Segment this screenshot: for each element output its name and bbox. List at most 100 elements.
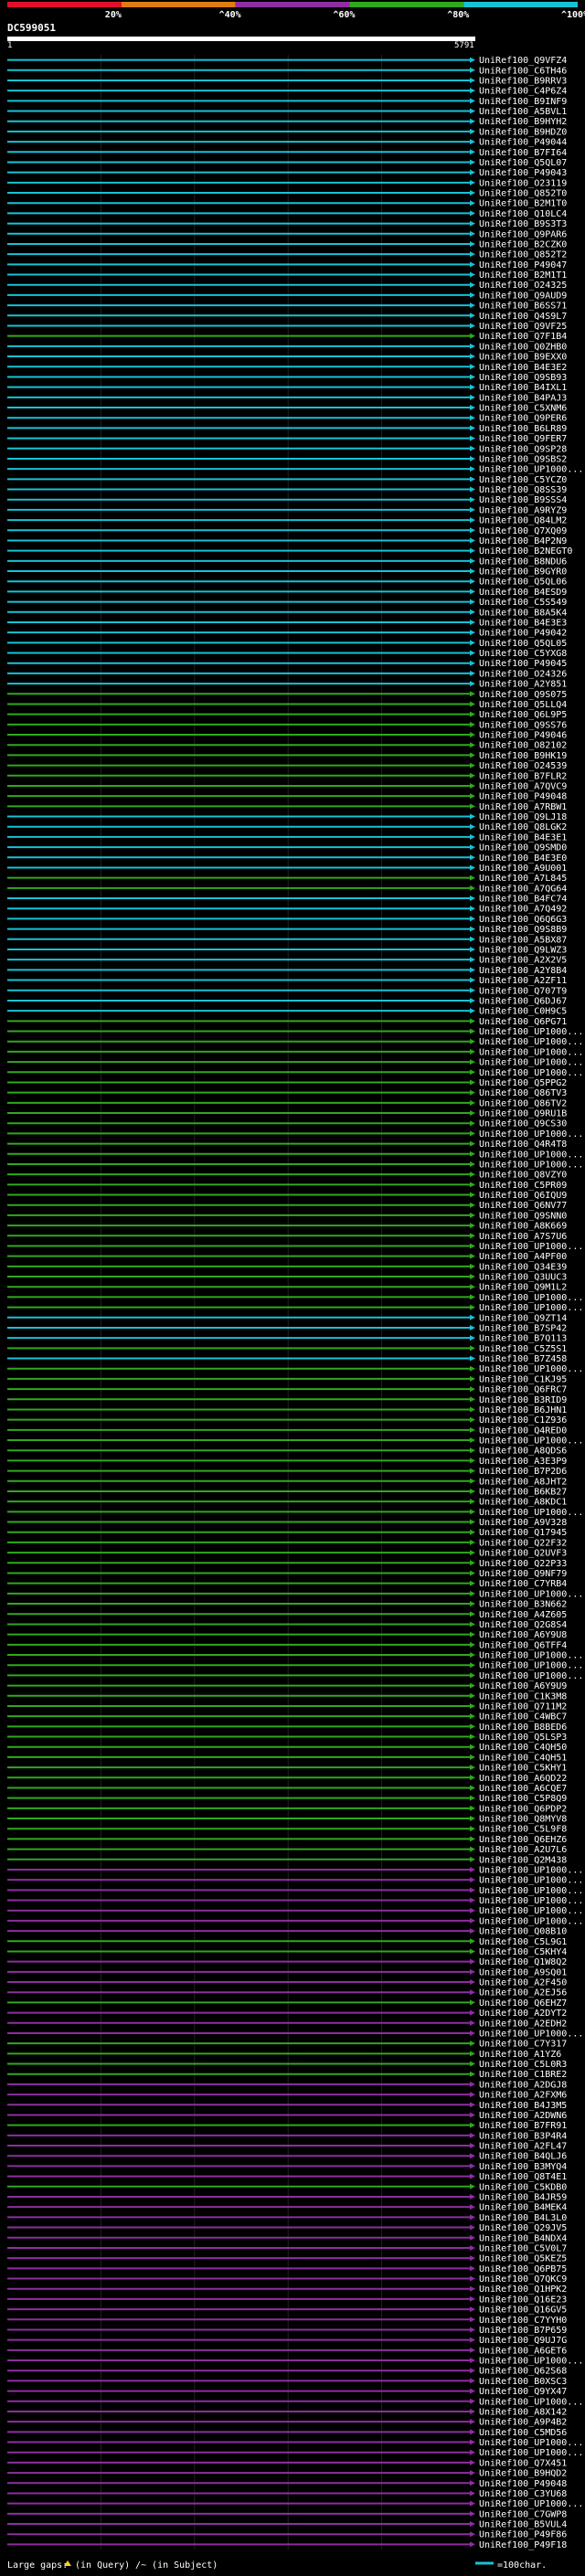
hit-row[interactable]: UniRef100_B8NDU6	[7, 557, 567, 567]
hit-row[interactable]: UniRef100_Q9PER6	[7, 414, 567, 424]
hit-row[interactable]: UniRef100_UP1000...	[7, 2499, 583, 2509]
hit-label[interactable]: UniRef100_Q5QL05	[479, 639, 567, 649]
hit-row[interactable]: UniRef100_A9RYZ9	[7, 505, 567, 515]
hit-label[interactable]: UniRef100_UP1000...	[479, 1916, 583, 1926]
hit-row[interactable]: UniRef100_A2FL47	[7, 2142, 567, 2152]
hit-row[interactable]: UniRef100_A6Y9U8	[7, 1630, 567, 1640]
hit-row[interactable]: UniRef100_Q5LSP3	[7, 1733, 567, 1743]
hit-row[interactable]: UniRef100_Q9SNN0	[7, 1211, 567, 1221]
hit-label[interactable]: UniRef100_A7RBW1	[479, 802, 567, 812]
hit-label[interactable]: UniRef100_Q16GV5	[479, 2306, 567, 2316]
hit-row[interactable]: UniRef100_C1Z936	[7, 1415, 567, 1426]
hit-row[interactable]: UniRef100_A7QVC9	[7, 781, 567, 791]
hit-row[interactable]: UniRef100_Q6PG71	[7, 1017, 567, 1027]
hit-row[interactable]: UniRef100_A2F450	[7, 1978, 567, 1988]
hit-row[interactable]: UniRef100_UP1000...	[7, 2029, 583, 2039]
hit-row[interactable]: UniRef100_Q16GV5	[7, 2306, 567, 2316]
hit-label[interactable]: UniRef100_Q62S68	[479, 2367, 567, 2377]
hit-row[interactable]: UniRef100_C5L9G1	[7, 1937, 567, 1947]
hit-label[interactable]: UniRef100_B7FLR2	[479, 771, 567, 781]
hit-label[interactable]: UniRef100_UP1000...	[479, 1589, 583, 1599]
hit-label[interactable]: UniRef100_Q7XQ09	[479, 526, 567, 536]
hit-label[interactable]: UniRef100_UP1000...	[479, 2499, 583, 2509]
hit-label[interactable]: UniRef100_Q6L9P5	[479, 710, 567, 720]
hit-label[interactable]: UniRef100_UP1000...	[479, 1068, 583, 1078]
hit-row[interactable]: UniRef100_Q6DJ67	[7, 996, 567, 1006]
hit-label[interactable]: UniRef100_A2FL47	[479, 2142, 567, 2152]
hit-label[interactable]: UniRef100_C5KHY4	[479, 1947, 567, 1957]
hit-row[interactable]: UniRef100_B6LR89	[7, 424, 567, 434]
hit-label[interactable]: UniRef100_UP1000...	[479, 2397, 583, 2407]
hit-row[interactable]: UniRef100_Q8SS39	[7, 485, 567, 495]
hit-row[interactable]: UniRef100_A2ZF11	[7, 976, 567, 986]
hit-label[interactable]: UniRef100_Q9SMD0	[479, 843, 567, 853]
hit-label[interactable]: UniRef100_UP1000...	[479, 1876, 583, 1886]
hit-label[interactable]: UniRef100_Q9S8B9	[479, 925, 567, 935]
hit-label[interactable]: UniRef100_Q8LGK2	[479, 822, 567, 832]
hit-label[interactable]: UniRef100_C0H9C5	[479, 1007, 567, 1017]
hit-label[interactable]: UniRef100_C4QH51	[479, 1753, 567, 1763]
hit-row[interactable]: UniRef100_A6CQE7	[7, 1784, 567, 1794]
hit-row[interactable]: UniRef100_A8KDC1	[7, 1498, 567, 1508]
hit-row[interactable]: UniRef100_Q5PPG2	[7, 1078, 567, 1088]
hit-row[interactable]: UniRef100_Q9VF25	[7, 322, 567, 332]
hit-row[interactable]: UniRef100_UP1000...	[7, 1865, 583, 1875]
hit-row[interactable]: UniRef100_Q22F32	[7, 1538, 567, 1548]
hit-label[interactable]: UniRef100_B2CZK0	[479, 239, 567, 249]
hit-row[interactable]: UniRef100_C7GWP8	[7, 2509, 567, 2519]
hit-label[interactable]: UniRef100_A7L845	[479, 874, 567, 884]
hit-row[interactable]: UniRef100_UP1000...	[7, 1661, 583, 1671]
hit-row[interactable]: UniRef100_B8BED6	[7, 1723, 567, 1733]
hit-row[interactable]: UniRef100_Q9SS76	[7, 720, 567, 730]
hit-label[interactable]: UniRef100_Q9AUD9	[479, 291, 567, 301]
hit-label[interactable]: UniRef100_Q9VF25	[479, 322, 567, 332]
hit-label[interactable]: UniRef100_O24325	[479, 281, 567, 291]
hit-label[interactable]: UniRef100_Q6NV77	[479, 1201, 567, 1211]
hit-label[interactable]: UniRef100_A7QG64	[479, 884, 567, 894]
hit-label[interactable]: UniRef100_Q9LJ18	[479, 812, 567, 822]
hit-label[interactable]: UniRef100_B2M1T1	[479, 270, 567, 281]
hit-label[interactable]: UniRef100_C5YXG8	[479, 649, 567, 659]
hit-row[interactable]: UniRef100_Q6FRC7	[7, 1385, 567, 1395]
hit-row[interactable]: UniRef100_B4IXL1	[7, 383, 567, 393]
hit-label[interactable]: UniRef100_A8KDC1	[479, 1498, 567, 1508]
hit-row[interactable]: UniRef100_A2Y8B4	[7, 966, 567, 976]
hit-row[interactable]: UniRef100_Q8VZY0	[7, 1171, 567, 1181]
hit-row[interactable]: UniRef100_A8K669	[7, 1222, 567, 1232]
hit-row[interactable]: UniRef100_B2NEGT0	[7, 546, 572, 557]
hit-row[interactable]: UniRef100_P49047	[7, 260, 567, 270]
hit-row[interactable]: UniRef100_Q3UUC3	[7, 1273, 567, 1283]
hit-label[interactable]: UniRef100_A3E3P9	[479, 1457, 567, 1467]
hit-label[interactable]: UniRef100_C5KHY1	[479, 1764, 567, 1774]
hit-label[interactable]: UniRef100_B4QLJ6	[479, 2152, 567, 2162]
hit-row[interactable]: UniRef100_B9HQD2	[7, 2469, 567, 2479]
hit-label[interactable]: UniRef100_A8X142	[479, 2407, 567, 2417]
hit-row[interactable]: UniRef100_A8JHT2	[7, 1477, 567, 1487]
hit-label[interactable]: UniRef100_Q9FER7	[479, 434, 567, 444]
hit-row[interactable]: UniRef100_Q29JV5	[7, 2223, 567, 2233]
hit-row[interactable]: UniRef100_Q8LGK2	[7, 822, 567, 832]
hit-row[interactable]: UniRef100_UP1000...	[7, 1160, 583, 1170]
hit-label[interactable]: UniRef100_C5V0L7	[479, 2243, 567, 2253]
hit-row[interactable]: UniRef100_C5KHY1	[7, 1764, 567, 1774]
hit-label[interactable]: UniRef100_B3P4R4	[479, 2131, 567, 2141]
hit-row[interactable]: UniRef100_Q34E39	[7, 1262, 567, 1272]
hit-label[interactable]: UniRef100_A4Z605	[479, 1610, 567, 1620]
hit-label[interactable]: UniRef100_Q9S075	[479, 690, 567, 700]
hit-label[interactable]: UniRef100_B4MEK4	[479, 2203, 567, 2213]
hit-label[interactable]: UniRef100_C5L0R3	[479, 2060, 567, 2070]
hit-row[interactable]: UniRef100_A8X142	[7, 2407, 567, 2417]
hit-row[interactable]: UniRef100_Q9VFZ4	[7, 56, 567, 66]
hit-label[interactable]: UniRef100_B4FC74	[479, 895, 567, 905]
hit-label[interactable]: UniRef100_UP1000...	[479, 1671, 583, 1681]
hit-label[interactable]: UniRef100_A9SQ01	[479, 1967, 567, 1977]
hit-label[interactable]: UniRef100_UP1000...	[479, 1129, 583, 1140]
hit-row[interactable]: UniRef100_Q5LLQ4	[7, 700, 567, 710]
hit-label[interactable]: UniRef100_Q9ZT14	[479, 1313, 567, 1323]
hit-label[interactable]: UniRef100_B9HK19	[479, 751, 567, 761]
hit-label[interactable]: UniRef100_B7P659	[479, 2326, 567, 2336]
hit-row[interactable]: UniRef100_UP1000...	[7, 1293, 583, 1303]
hit-label[interactable]: UniRef100_C1KJ95	[479, 1374, 567, 1384]
hit-row[interactable]: UniRef100_UP1000...	[7, 1150, 583, 1160]
hit-label[interactable]: UniRef100_UP1000...	[479, 2029, 583, 2039]
